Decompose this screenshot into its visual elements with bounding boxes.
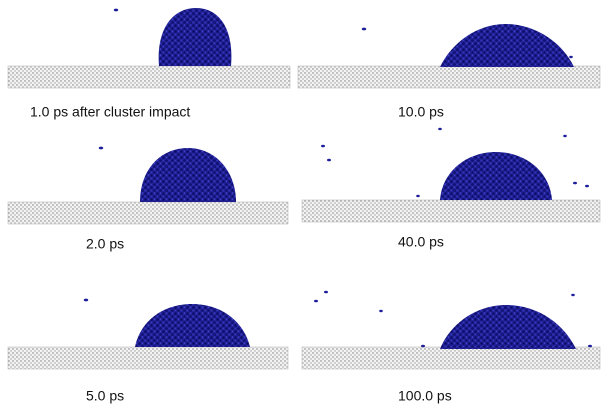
- atom: [416, 194, 420, 198]
- cluster: [440, 305, 576, 349]
- substrate: [297, 65, 601, 89]
- atom: [573, 181, 577, 185]
- cluster: [158, 8, 232, 66]
- atom: [588, 344, 592, 348]
- atom: [324, 290, 328, 294]
- atom: [361, 27, 367, 31]
- cluster: [140, 148, 236, 202]
- caption: 2.0 ps: [86, 236, 124, 252]
- atom: [113, 8, 119, 12]
- atom: [379, 309, 383, 313]
- panel: 1.0 ps after cluster impact: [7, 8, 291, 120]
- panel: 40.0 ps: [301, 127, 601, 250]
- atom: [321, 144, 325, 148]
- substrate: [7, 65, 291, 89]
- atom: [569, 55, 573, 59]
- atom: [563, 134, 567, 138]
- panel: 10.0 ps: [297, 24, 601, 120]
- cluster: [440, 24, 574, 67]
- atom: [98, 146, 104, 150]
- panel: 5.0 ps: [7, 298, 289, 404]
- substrate: [301, 199, 601, 223]
- atom: [314, 299, 318, 303]
- caption: 10.0 ps: [398, 104, 444, 120]
- atom: [83, 298, 89, 302]
- substrate: [7, 346, 289, 370]
- atom: [438, 127, 442, 131]
- atom: [327, 158, 331, 162]
- atom: [421, 344, 425, 348]
- substrate: [7, 201, 289, 225]
- cluster: [440, 152, 552, 200]
- atom: [571, 293, 575, 297]
- substrate: [301, 346, 601, 370]
- panel: 2.0 ps: [7, 146, 289, 252]
- atom: [585, 184, 589, 188]
- caption: 1.0 ps after cluster impact: [30, 104, 190, 120]
- cluster: [135, 304, 250, 347]
- caption: 40.0 ps: [398, 234, 444, 250]
- caption: 5.0 ps: [86, 388, 124, 404]
- panel: 100.0 ps: [301, 290, 601, 404]
- caption: 100.0 ps: [398, 388, 452, 404]
